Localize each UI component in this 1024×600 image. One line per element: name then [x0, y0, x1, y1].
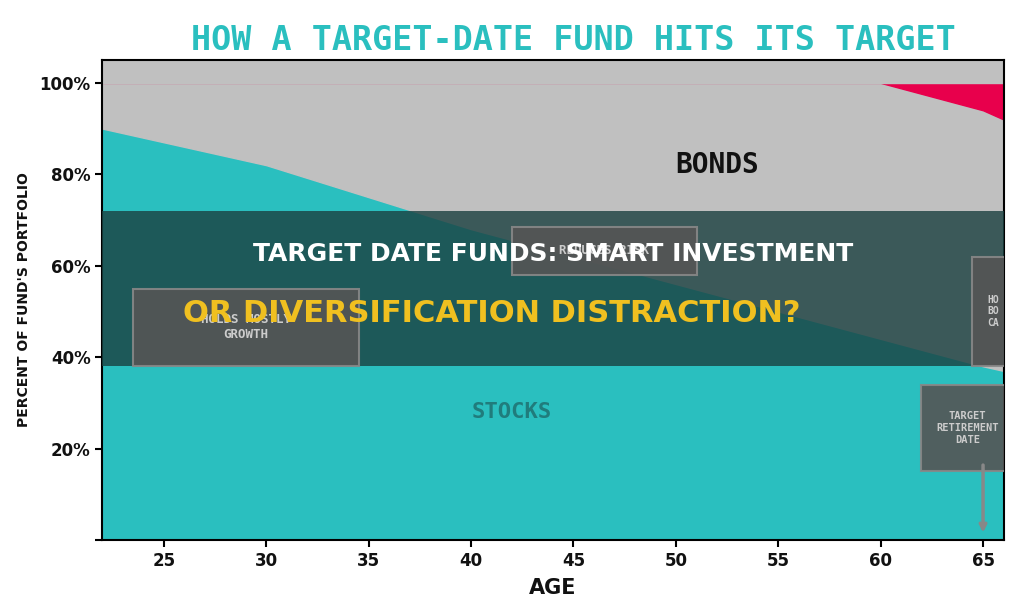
X-axis label: AGE: AGE — [529, 578, 577, 598]
Y-axis label: PERCENT OF FUND'S PORTFOLIO: PERCENT OF FUND'S PORTFOLIO — [17, 173, 31, 427]
Text: HO
BO
CA: HO BO CA — [987, 295, 999, 328]
Text: OR DIVERSIFICATION DISTRACTION?: OR DIVERSIFICATION DISTRACTION? — [182, 299, 801, 328]
Text: HOLDS MOSTLY
GROWTH: HOLDS MOSTLY GROWTH — [201, 313, 291, 341]
Text: TARGET
RETIREMENT
DATE: TARGET RETIREMENT DATE — [936, 412, 999, 445]
FancyBboxPatch shape — [512, 227, 696, 275]
FancyBboxPatch shape — [973, 257, 1024, 366]
FancyBboxPatch shape — [133, 289, 358, 366]
Text: REDUCES RISK: REDUCES RISK — [559, 244, 649, 257]
FancyBboxPatch shape — [922, 385, 1014, 472]
Text: TARGET DATE FUNDS: SMART INVESTMENT: TARGET DATE FUNDS: SMART INVESTMENT — [253, 242, 853, 266]
Text: BONDS: BONDS — [675, 151, 759, 179]
Text: HOW A TARGET-DATE FUND HITS ITS TARGET: HOW A TARGET-DATE FUND HITS ITS TARGET — [191, 24, 955, 57]
Bar — [102, 211, 1004, 366]
Text: STOCKS: STOCKS — [472, 402, 552, 422]
